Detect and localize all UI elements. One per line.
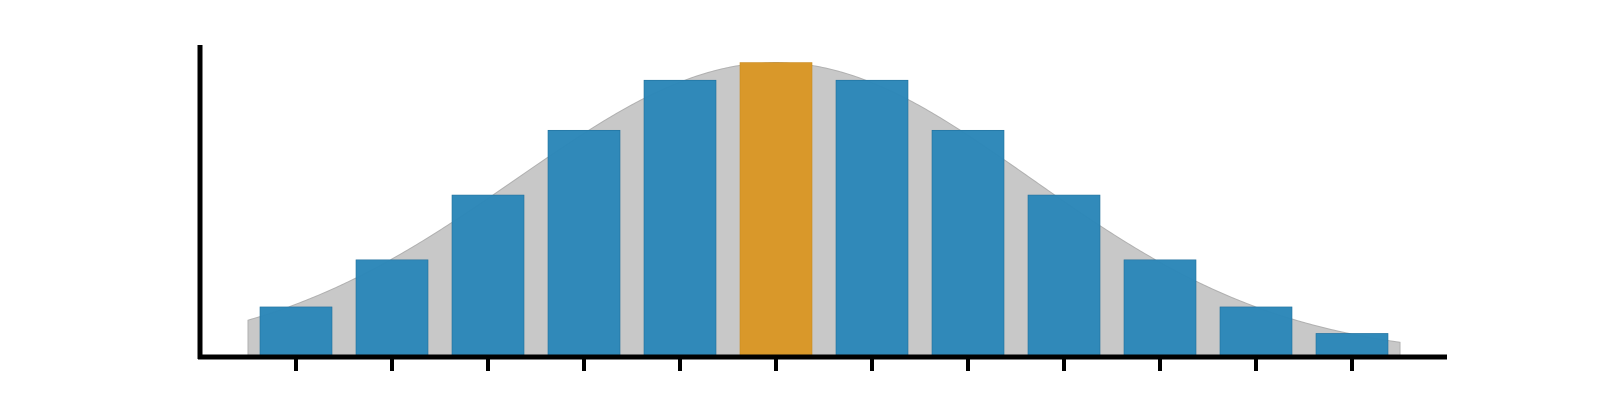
bar: [931, 129, 1005, 358]
bars-layer: [259, 62, 1389, 358]
bar: [643, 79, 717, 358]
bar: [259, 306, 333, 358]
bar: [451, 194, 525, 358]
bar: [1315, 333, 1389, 358]
bar-highlighted: [739, 62, 813, 358]
overlay-area-layer: [247, 62, 1401, 358]
bar: [1219, 306, 1293, 358]
axis-layer: [197, 45, 1447, 371]
overlay-curve-area: [247, 62, 1401, 358]
bar: [355, 259, 429, 358]
bar: [835, 79, 909, 358]
bar: [1123, 259, 1197, 358]
bar: [1027, 194, 1101, 358]
bar: [547, 129, 621, 358]
